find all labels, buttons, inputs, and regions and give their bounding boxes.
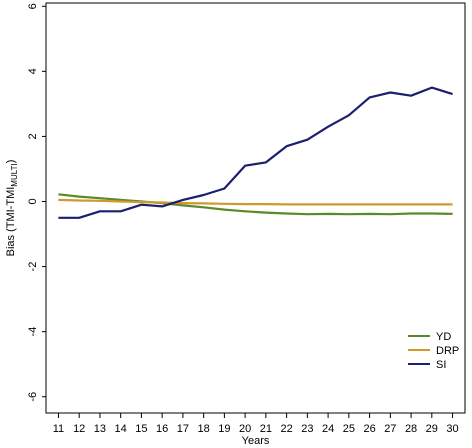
x-tick-label: 28: [405, 423, 417, 435]
x-tick-label: 11: [53, 423, 64, 435]
y-axis-title-main: Bias (TMI-TMI: [5, 187, 17, 257]
y-tick-label: 2: [27, 133, 39, 139]
x-tick-label: 17: [177, 423, 189, 435]
x-tick-label: 13: [94, 423, 106, 435]
series-lines: [58, 86, 453, 219]
y-tick-label: 0: [27, 198, 39, 204]
x-tick-label: 18: [198, 423, 210, 435]
legend: YD DRP SI: [408, 331, 459, 371]
plot-frame: [45, 2, 466, 414]
x-tick-label: 26: [363, 423, 375, 435]
x-tick-label: 29: [426, 423, 438, 435]
legend-label-yd: YD: [436, 331, 451, 343]
y-axis-title: Bias (TMI-TMIMULTI): [5, 160, 19, 257]
y-tick-label: 4: [27, 68, 39, 74]
x-axis-title: Years: [242, 435, 270, 447]
x-tick-label: 19: [218, 423, 230, 435]
legend-label-drp: DRP: [436, 345, 459, 357]
y-tick-label: 6: [27, 3, 39, 9]
x-tick-label: 14: [115, 423, 127, 435]
x-axis: 11 12 13 14 15 16 17 18 19 20 21 22 23 24 25 26 27 28 29 30: [53, 413, 459, 435]
y-axis: -6 -4 -2 0 2 4 6: [27, 3, 46, 402]
y-axis-title-subscript: MULTI: [10, 163, 19, 186]
y-tick-label: -4: [27, 327, 39, 337]
x-tick-label: 30: [446, 423, 458, 435]
x-tick-label: 24: [322, 423, 334, 435]
x-tick-label: 16: [156, 423, 168, 435]
series-line-si: [58, 86, 453, 219]
x-tick-label: 15: [135, 423, 147, 435]
x-tick-label: 22: [280, 423, 292, 435]
y-axis-title-suffix: ): [5, 160, 17, 164]
x-tick-label: 20: [239, 423, 251, 435]
x-tick-label: 27: [384, 423, 396, 435]
x-tick-label: 25: [343, 423, 355, 435]
x-tick-label: 21: [260, 423, 272, 435]
x-tick-label: 12: [73, 423, 85, 435]
y-tick-label: -6: [27, 392, 39, 402]
y-tick-label: -2: [27, 262, 39, 272]
series-line-drp: [58, 198, 453, 206]
legend-label-si: SI: [436, 359, 446, 371]
x-tick-label: 23: [301, 423, 313, 435]
series-line-yd: [58, 193, 453, 216]
